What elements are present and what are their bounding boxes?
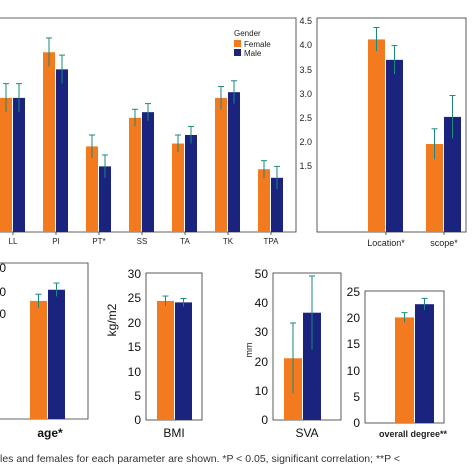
sva-ytick-1: 40 [255, 296, 269, 310]
chart-marks: LL PI PT* SS TA TK TPA Location* scope* [0, 27, 461, 423]
params-xtick-label-4: TA [180, 237, 190, 246]
legend-male-swatch [234, 49, 241, 56]
bmi-bar-male-0 [175, 302, 192, 420]
sva-ytick-4: 10 [255, 384, 269, 398]
params-bar-male-2 [99, 166, 111, 232]
sva-ytick-3: 20 [255, 355, 269, 369]
sva-ytick-2: 30 [255, 325, 269, 339]
bmi-ytick-6: 0 [134, 413, 141, 427]
bmi-ylabel: kg/m2 [105, 303, 119, 336]
params-bar-female-1 [43, 52, 55, 232]
bmi-ytick-4: 10 [128, 365, 142, 379]
params-bar-male-6 [271, 177, 283, 232]
degree-bar-female-0 [395, 317, 414, 423]
params-xtick-label-3: SS [137, 237, 148, 246]
legend-male-label: Male [244, 49, 262, 58]
age-xlabel: age* [37, 426, 63, 440]
degree-bar-male-0 [415, 304, 434, 423]
params-bar-male-4 [185, 134, 197, 232]
bmi-ytick-1: 25 [128, 291, 142, 305]
degree-ytick-4: 5 [353, 390, 360, 404]
age-ytick-2: 50 [0, 307, 6, 321]
params-bar-female-0 [0, 97, 12, 232]
location-xtick-label-1: scope* [430, 238, 458, 248]
degree-ytick-2: 15 [347, 337, 361, 351]
location-ytick-0: 4.5 [299, 16, 312, 26]
location-xtick-label-0: Location* [367, 238, 405, 248]
degree-ytick-1: 20 [347, 311, 361, 325]
location-ytick-4: 2.5 [299, 113, 312, 123]
location-ytick-5: 2.0 [299, 137, 312, 147]
legend-title: Gender [234, 29, 261, 38]
sva-bar-male-0 [303, 312, 321, 420]
degree-xlabel: overall degree** [379, 429, 448, 439]
bmi-ytick-5: 5 [134, 389, 141, 403]
bmi-xlabel: BMI [163, 426, 184, 440]
sva-xlabel: SVA [295, 426, 318, 440]
params-bar-female-3 [129, 117, 141, 232]
age-ytick-1: 60 [0, 285, 6, 299]
bmi-ytick-3: 15 [128, 340, 142, 354]
params-xtick-label-2: PT* [92, 237, 105, 246]
degree-ytick-5: 0 [353, 416, 360, 430]
params-bar-female-2 [86, 146, 98, 232]
sva-ytick-0: 50 [255, 267, 269, 281]
location-bar-male-1 [444, 116, 461, 232]
params-xtick-label-6: TPA [264, 237, 280, 246]
params-xtick-label-5: TK [223, 237, 234, 246]
location-bar-male-0 [386, 59, 403, 232]
legend-female-label: Female [244, 40, 271, 49]
location-bar-female-1 [426, 144, 443, 232]
figure-caption: les and females for each parameter are s… [0, 453, 400, 465]
legend-female-swatch [234, 40, 241, 47]
params-bar-male-1 [56, 69, 68, 232]
location-bar-female-0 [368, 39, 385, 233]
params-bar-male-5 [228, 92, 240, 232]
location-ytick-1: 4.0 [299, 40, 312, 50]
params-bar-male-0 [13, 97, 25, 232]
params-xtick-label-0: LL [9, 237, 18, 246]
location-ytick-6: 1.5 [299, 161, 312, 171]
sva-ylabel: mm [244, 343, 254, 358]
params-bar-female-4 [172, 143, 184, 232]
params-xtick-label-1: PI [52, 237, 60, 246]
age-ytick-0: 70 [0, 261, 6, 275]
degree-ytick-0: 25 [347, 285, 361, 299]
bmi-ytick-0: 30 [128, 267, 142, 281]
bmi-bar-female-0 [157, 300, 174, 420]
age-bar-female-0 [30, 300, 47, 419]
params-bar-male-3 [142, 112, 154, 232]
degree-ytick-3: 10 [347, 364, 361, 378]
params-bar-female-5 [215, 97, 227, 232]
age-bar-male-0 [48, 289, 65, 419]
bmi-ytick-2: 20 [128, 316, 142, 330]
sva-ytick-5: 0 [261, 413, 268, 427]
location-ytick-3: 3.0 [299, 89, 312, 99]
location-ytick-2: 3.5 [299, 65, 312, 75]
legend: Gender Female Male [234, 29, 271, 58]
params-bar-female-6 [258, 169, 270, 232]
